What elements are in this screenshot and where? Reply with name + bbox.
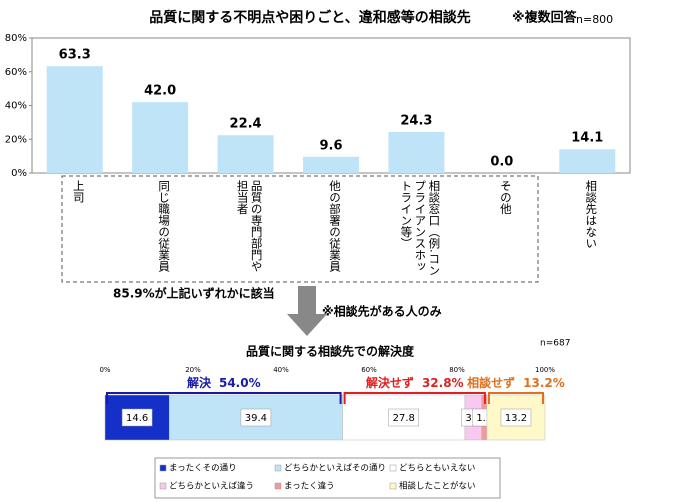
x-tick-label: 上司 [71, 180, 86, 203]
legend-marker [159, 482, 167, 490]
value-label: 0.0 [490, 155, 513, 170]
legend-marker [389, 482, 397, 490]
y-tick-label: 0% [11, 168, 27, 179]
bracket [343, 392, 486, 404]
x-tick-label: 100% [535, 366, 555, 374]
value-label: 63.3 [59, 48, 91, 63]
legend-marker [274, 464, 282, 472]
group-label: 解決 54.0% [187, 375, 261, 390]
sample-size: n=687 [540, 339, 570, 349]
value-label: 9.6 [319, 138, 342, 153]
y-tick-label: 20% [5, 134, 27, 145]
value-label: 14.1 [571, 131, 603, 146]
segment-label: 13.2 [505, 413, 527, 424]
chart-title: 品質に関する相談先での解決度 [246, 344, 415, 359]
arrow [287, 286, 327, 336]
annotation: ※相談先がある人のみ [322, 304, 442, 319]
legend-label: どちらともいえない [399, 464, 475, 474]
chart-title: 品質に関する不明点や困りごと、違和感等の相談先 [149, 9, 470, 26]
x-tick-label: 相談先はない [584, 180, 599, 249]
y-tick-label: 40% [5, 101, 27, 112]
bar [217, 135, 274, 173]
x-tick-label: 80% [449, 366, 465, 374]
group-name: 相談せず [467, 375, 515, 390]
group-value: 32.8% [422, 376, 464, 390]
value-label: 42.0 [144, 84, 176, 99]
x-tick-label: その他 [498, 180, 513, 215]
bar [388, 131, 445, 173]
note: ※複数回答 [512, 10, 578, 26]
legend-label: どちらかといえば違う [169, 481, 254, 492]
group-label: 相談せず 13.2% [467, 375, 565, 390]
y-tick-label: 80% [5, 33, 27, 44]
bracket [106, 392, 342, 404]
x-tick-label: 同じ職場の従業員 [157, 180, 172, 272]
x-tick-label: 品質の専門部門や担当者 [235, 180, 264, 272]
group-name: 解決 [187, 375, 212, 390]
x-tick-label: 60% [361, 366, 377, 374]
x-tick-label: 20% [185, 366, 201, 374]
dashed-box [61, 175, 539, 283]
legend-label: どちらかといえばその通り [284, 463, 386, 474]
bar [303, 156, 359, 173]
legend-label: まったくその通り [169, 463, 237, 474]
segment-label: 1.2 [476, 413, 492, 424]
x-tick-label: 他の部署の従業員 [328, 180, 342, 272]
bracket [487, 392, 544, 404]
legend-marker [274, 482, 282, 490]
group-value: 54.0% [219, 376, 261, 390]
label-box [500, 408, 532, 427]
y-tick-label: 60% [5, 67, 27, 78]
group-name: 解決せず [366, 375, 414, 390]
legend-label: 相談したことがない [399, 481, 476, 492]
group-value: 13.2% [523, 376, 565, 390]
x-tick-label: 0% [99, 366, 110, 374]
label-box [388, 408, 420, 427]
label-box [240, 408, 272, 427]
segment-label: 14.6 [126, 413, 148, 424]
segment-label: 39.4 [245, 413, 267, 424]
bar [132, 102, 189, 173]
value-label: 24.3 [400, 113, 432, 128]
legend-frame [154, 457, 501, 499]
value-label: 22.4 [230, 117, 262, 132]
bar [559, 149, 616, 173]
x-tick-label: 相談窓口（例.コンプライアンスホットライン等） [399, 180, 442, 276]
annotation: 85.9%が上記いずれかに該当 [113, 286, 275, 301]
group-label: 解決せず 32.8% [366, 375, 464, 390]
segment-label: 27.8 [393, 413, 415, 424]
sample-size: n=800 [576, 13, 613, 26]
legend-label: まったく違う [284, 481, 335, 492]
x-tick-label: 40% [273, 366, 289, 374]
legend-marker [159, 464, 167, 472]
legend-marker [389, 464, 397, 472]
label-box [121, 408, 153, 427]
bar [46, 66, 103, 173]
